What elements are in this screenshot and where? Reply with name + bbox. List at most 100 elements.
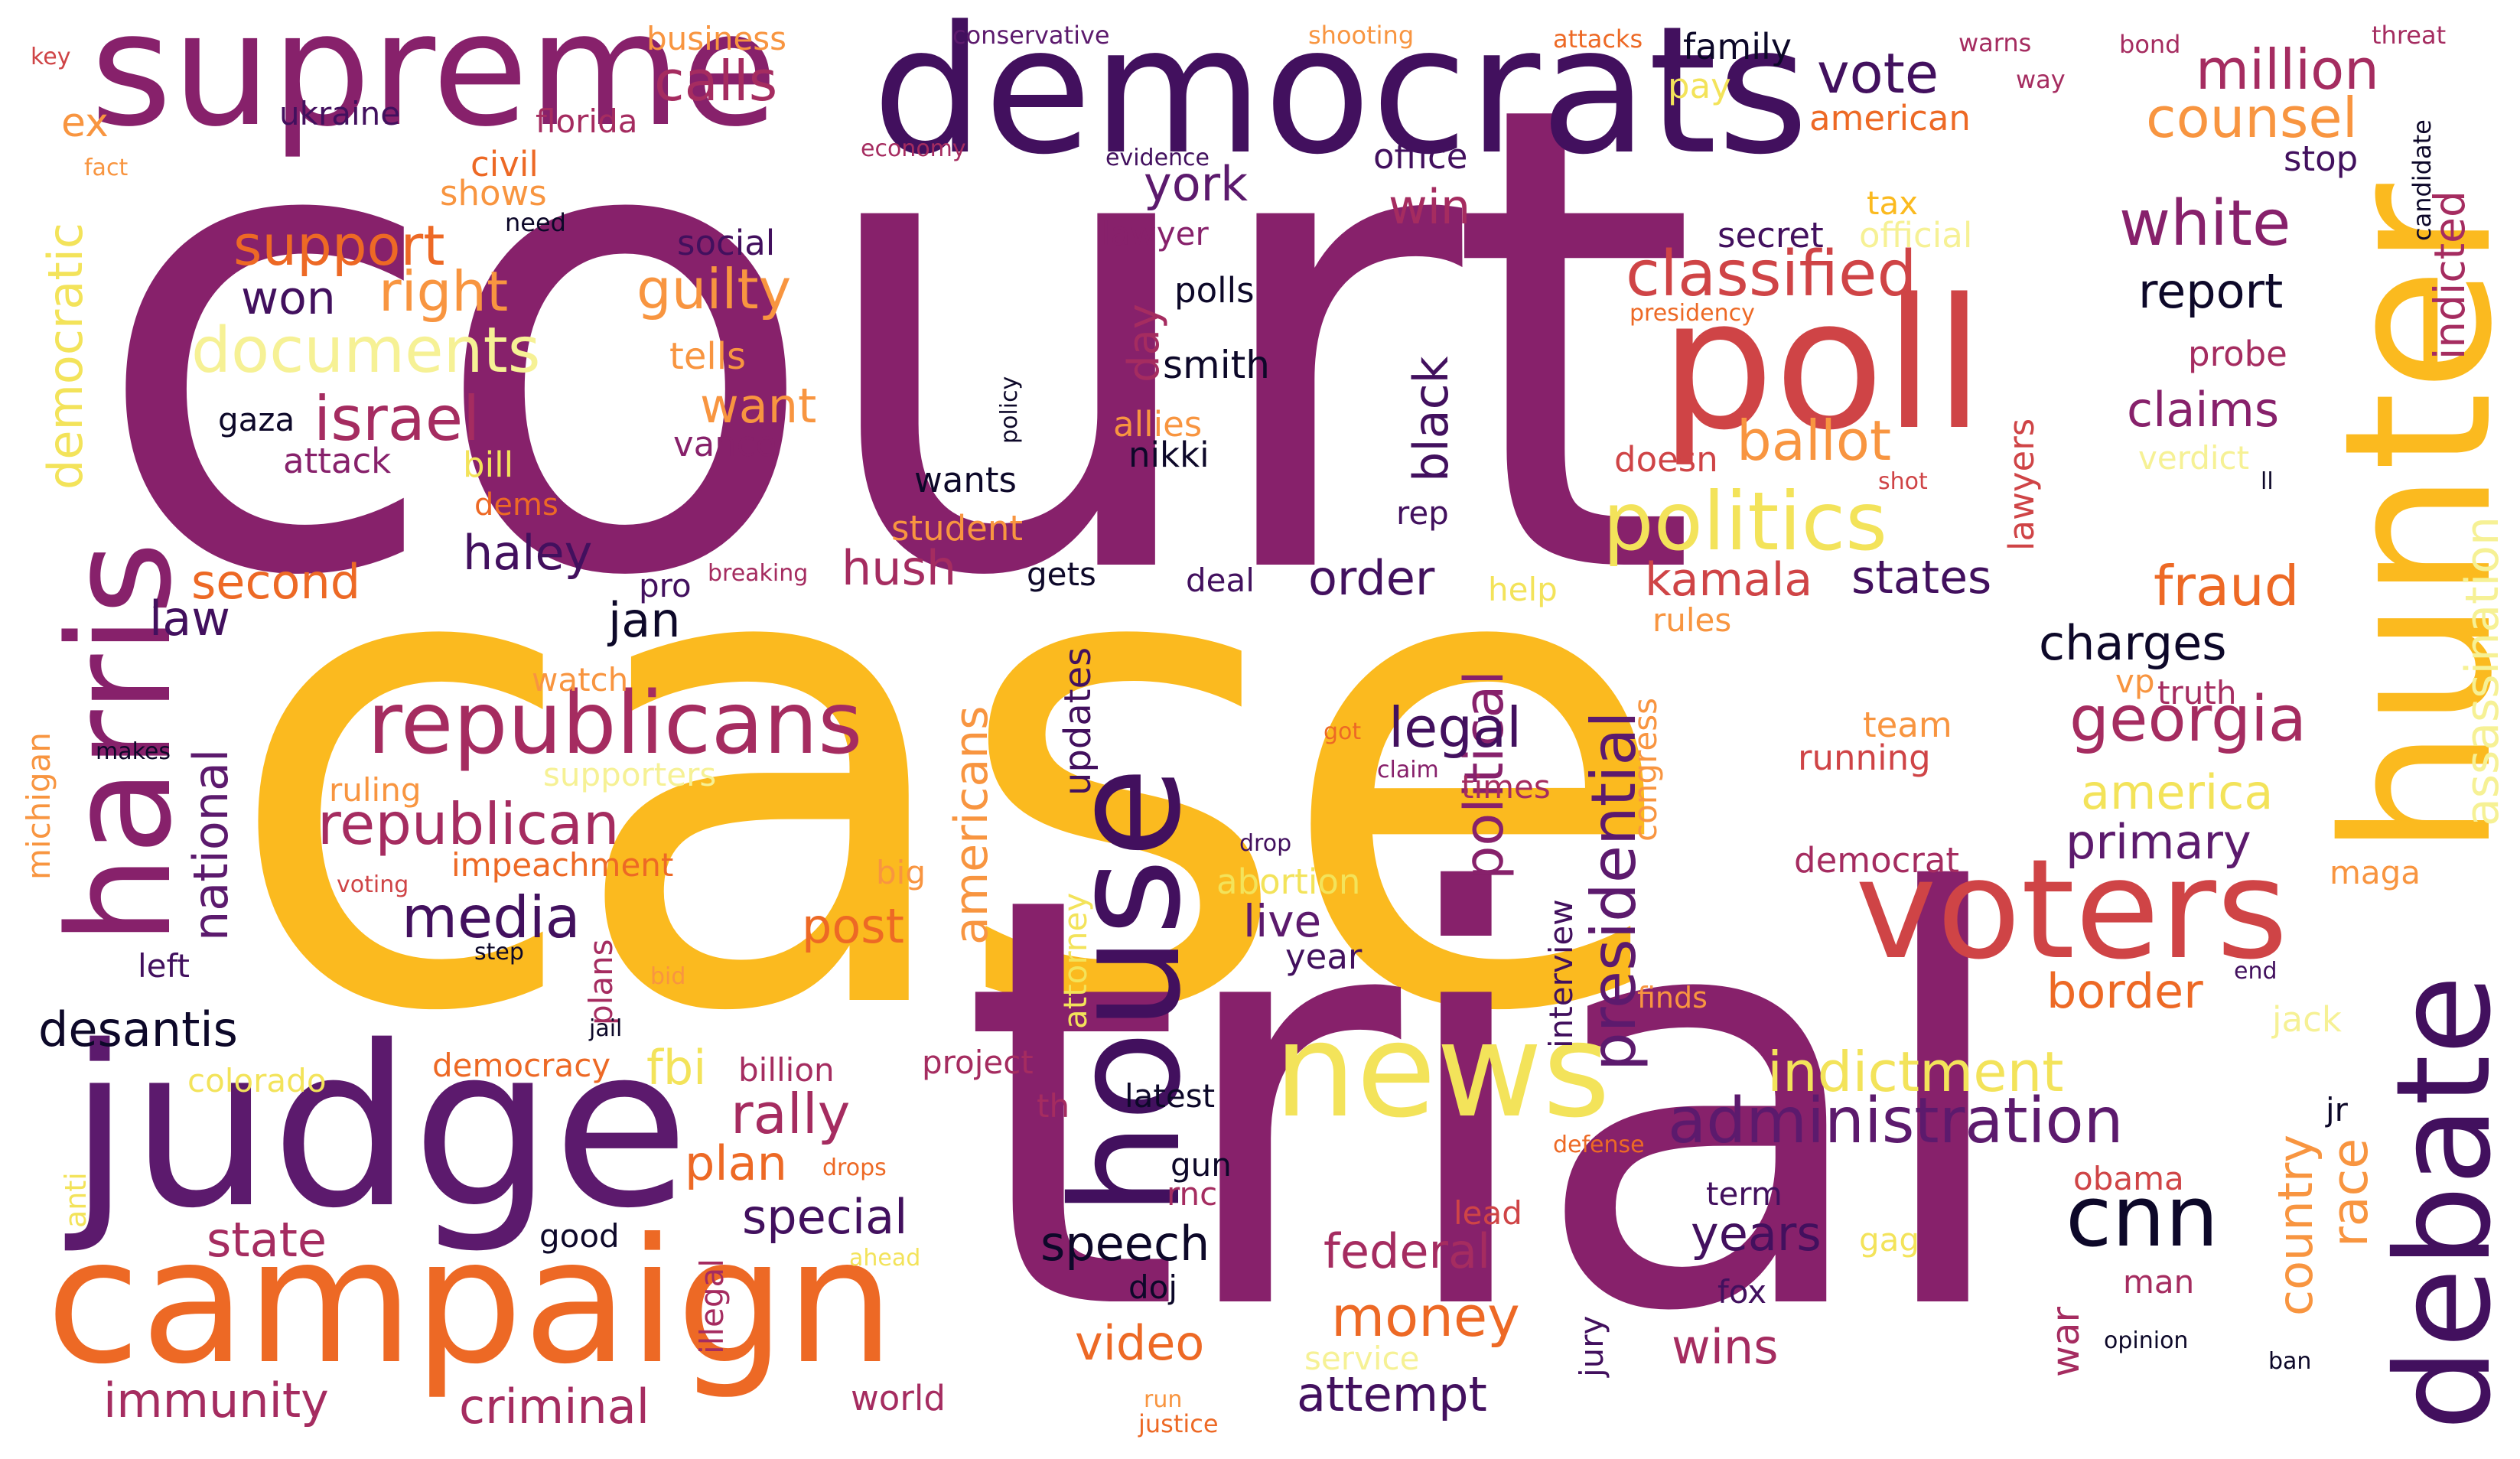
word-case: case xyxy=(222,389,1679,1155)
word-good: good xyxy=(539,1217,620,1255)
word-national: national xyxy=(183,748,239,941)
word-claim: claim xyxy=(1377,757,1439,783)
word-wants: wants xyxy=(914,460,1017,500)
word-campaign: campaign xyxy=(46,1202,895,1402)
word-democratic: democratic xyxy=(37,222,93,490)
word-jan: jan xyxy=(608,592,681,648)
word-supporters: supporters xyxy=(543,756,717,793)
word-drop: drop xyxy=(1239,830,1292,857)
word-democrats: democrats xyxy=(872,0,1809,194)
word-defense: defense xyxy=(1553,1132,1645,1158)
word-voters: voters xyxy=(1855,830,2288,990)
word-second: second xyxy=(191,554,361,610)
word-ahead: ahead xyxy=(849,1245,921,1272)
word-trial: trial xyxy=(960,776,2021,1435)
word-border: border xyxy=(2046,963,2203,1019)
word-candidate: candidate xyxy=(2408,119,2437,241)
word-documents: documents xyxy=(191,314,541,387)
word-states: states xyxy=(1851,551,1992,604)
word-running: running xyxy=(1798,738,1931,778)
word-cnn: cnn xyxy=(2066,1168,2219,1265)
word-smith: smith xyxy=(1163,343,1270,387)
word-probe: probe xyxy=(2188,334,2287,374)
word-run: run xyxy=(1144,1386,1183,1413)
word-vance: vance xyxy=(673,424,777,464)
word-federal: federal xyxy=(1323,1223,1491,1279)
word-impeachment: impeachment xyxy=(451,846,674,884)
word-rep: rep xyxy=(1396,494,1449,532)
word-jury: jury xyxy=(1573,1315,1610,1377)
word-bond: bond xyxy=(2119,30,2181,59)
word-plans: plans xyxy=(582,939,620,1025)
word-win: win xyxy=(1389,179,1471,235)
word-term: term xyxy=(1706,1175,1783,1213)
word-big: big xyxy=(876,854,926,891)
word-doesn: doesn xyxy=(1614,439,1718,480)
word-vote: vote xyxy=(1817,41,1939,106)
word-republicans: republicans xyxy=(367,674,863,773)
word-times: times xyxy=(1461,768,1551,806)
word-attacks: attacks xyxy=(1553,24,1643,54)
word-voting: voting xyxy=(337,871,409,898)
word-key: key xyxy=(31,44,71,70)
word-family: family xyxy=(1683,26,1792,67)
word-threat: threat xyxy=(2372,21,2447,50)
word-billion: billion xyxy=(738,1051,835,1089)
word-special: special xyxy=(742,1189,908,1245)
word-state: state xyxy=(207,1212,327,1268)
word-country: country xyxy=(2268,1134,2323,1316)
word-americans: americans xyxy=(945,705,998,945)
word-civil: civil xyxy=(470,144,539,184)
word-fact: fact xyxy=(84,155,129,181)
word-service: service xyxy=(1304,1340,1420,1377)
word-want: want xyxy=(700,378,817,434)
word-america: america xyxy=(2081,764,2274,820)
word-pay: pay xyxy=(1668,66,1731,106)
word-democrat: democrat xyxy=(1794,840,1960,881)
word-doj: doj xyxy=(1128,1268,1178,1306)
word-verdict: verdict xyxy=(2138,439,2250,477)
word-anti: anti xyxy=(59,1172,93,1228)
word-policy: policy xyxy=(996,376,1023,444)
word-gag: gag xyxy=(1859,1221,1920,1259)
word-rules: rules xyxy=(1652,601,1732,639)
word-year: year xyxy=(1285,936,1363,977)
word-gun: gun xyxy=(1170,1146,1232,1184)
word-haley: haley xyxy=(463,525,593,581)
word-nikki: nikki xyxy=(1128,435,1210,475)
word-republican: republican xyxy=(317,790,620,858)
word-white: white xyxy=(2119,187,2291,260)
word-charges: charges xyxy=(2039,615,2227,671)
word-jr: jr xyxy=(2326,1091,2348,1128)
word-won: won xyxy=(241,272,336,325)
word-rally: rally xyxy=(731,1082,851,1146)
word-shows: shows xyxy=(440,173,547,213)
word-million: million xyxy=(2196,37,2379,102)
word-stop: stop xyxy=(2284,138,2359,179)
word-wins: wins xyxy=(1672,1319,1779,1375)
word-congress: congress xyxy=(1626,697,1664,842)
word-way: way xyxy=(2016,65,2066,94)
word-video: video xyxy=(1075,1315,1205,1371)
word-lead: lead xyxy=(1454,1194,1522,1232)
word-economy: economy xyxy=(861,135,966,162)
word-race: race xyxy=(2322,1138,2379,1247)
word-ll: ll xyxy=(2261,468,2274,495)
word-war: war xyxy=(2043,1306,2088,1377)
word-counsel: counsel xyxy=(2146,86,2358,150)
word-drops: drops xyxy=(822,1154,887,1181)
word-ballot: ballot xyxy=(1737,409,1892,473)
word-latest: latest xyxy=(1125,1077,1216,1115)
word-lawyer: lawyer xyxy=(1102,215,1209,252)
word-interview: interview xyxy=(1542,899,1580,1048)
word-office: office xyxy=(1373,136,1468,177)
word-ex: ex xyxy=(61,100,109,146)
word-ruling: ruling xyxy=(329,771,422,809)
word-student: student xyxy=(891,508,1024,549)
word-media: media xyxy=(402,884,581,951)
word-truth: truth xyxy=(2157,674,2237,712)
word-years: years xyxy=(1691,1206,1822,1262)
word-deal: deal xyxy=(1186,562,1255,599)
word-makes: makes xyxy=(96,738,171,765)
word-poll: poll xyxy=(1660,261,1984,470)
